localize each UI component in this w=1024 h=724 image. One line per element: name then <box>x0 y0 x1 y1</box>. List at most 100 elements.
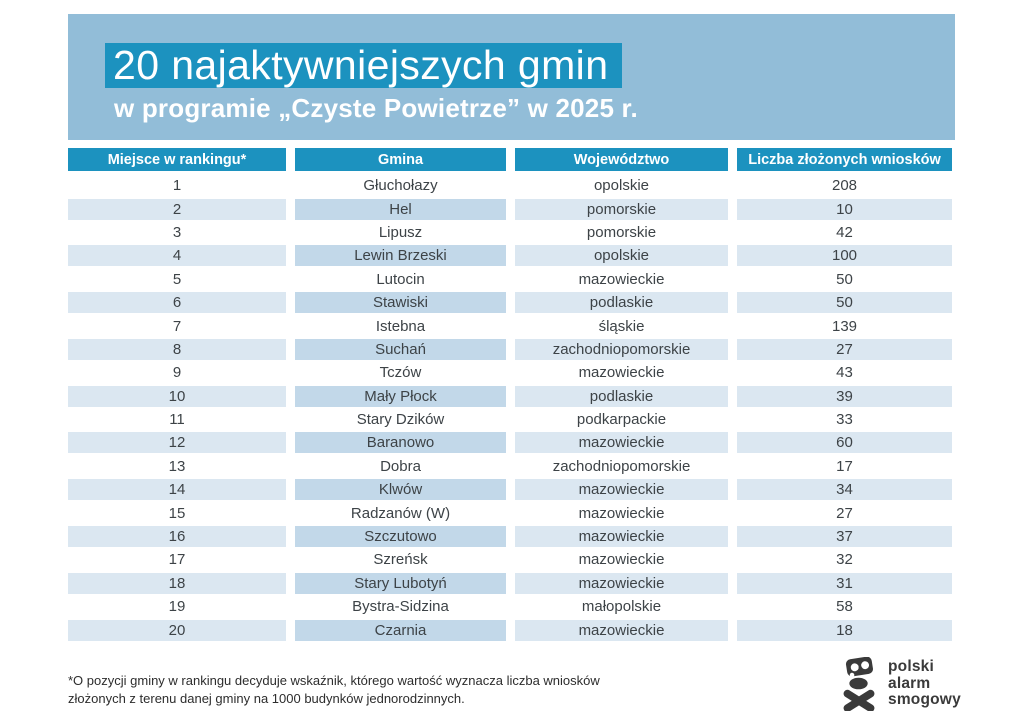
cell-wojewodztwo: podlaskie <box>515 385 728 407</box>
table-row: 5 Lutocin mazowieckie 50 <box>68 268 952 291</box>
table-row: 16 Szczutowo mazowieckie 37 <box>68 525 952 548</box>
cell-wojewodztwo: opolskie <box>515 245 728 267</box>
cell-wnioski: 37 <box>737 526 952 548</box>
cell-gmina: Głuchołazy <box>363 177 438 195</box>
cell-wojewodztwo: pomorskie <box>515 198 728 220</box>
cell-wojewodztwo: mazowieckie <box>578 364 665 382</box>
cell-gmina: Baranowo <box>295 432 506 454</box>
cell-wojewodztwo: mazowieckie <box>578 504 665 522</box>
page-title: 20 najaktywniejszych gmin <box>105 43 623 88</box>
cell-wnioski: 60 <box>737 432 952 454</box>
table-row: 3 Lipusz pomorskie 42 <box>68 221 952 244</box>
cell-wnioski: 42 <box>836 223 853 241</box>
cell-wojewodztwo: mazowieckie <box>578 270 665 288</box>
column-header-wnioski: Liczba złożonych wniosków <box>737 148 952 171</box>
cell-wnioski: 27 <box>737 338 952 360</box>
cell-gmina: Stary Lubotyń <box>295 572 506 594</box>
cell-wnioski: 17 <box>836 457 853 475</box>
header-band: 20 najaktywniejszych gmin w programie „C… <box>68 14 955 140</box>
cell-gmina: Tczów <box>379 364 422 382</box>
cell-gmina: Stawiski <box>295 292 506 314</box>
footnote: *O pozycji gminy w rankingu decyduje wsk… <box>68 673 600 706</box>
logo-line: polski <box>888 658 934 675</box>
cell-wojewodztwo: podlaskie <box>515 292 728 314</box>
cell-gmina: Mały Płock <box>295 385 506 407</box>
cell-gmina: Istebna <box>375 317 426 335</box>
cell-rank: 1 <box>172 177 182 195</box>
cell-gmina: Dobra <box>380 457 421 475</box>
cell-wojewodztwo: małopolskie <box>581 598 662 616</box>
table-row: 6 Stawiski podlaskie 50 <box>68 291 952 314</box>
cell-wojewodztwo: mazowieckie <box>515 432 728 454</box>
cell-rank: 5 <box>172 270 182 288</box>
table-header-row: Miejsce w rankingu* Gmina Województwo Li… <box>68 148 952 171</box>
table-row: 9 Tczów mazowieckie 43 <box>68 361 952 384</box>
cell-rank: 4 <box>68 245 286 267</box>
cell-wnioski: 33 <box>836 411 853 429</box>
logo-polski-alarm-smogowy: polski alarm smogowy <box>841 657 961 711</box>
column-header-gmina: Gmina <box>295 148 506 171</box>
cell-wnioski: 43 <box>836 364 853 382</box>
logo-line: alarm <box>888 674 931 692</box>
cell-wojewodztwo: mazowieckie <box>578 551 665 569</box>
table-row: 11 Stary Dzików podkarpackie 33 <box>68 408 952 431</box>
cell-wojewodztwo: zachodniopomorskie <box>515 338 728 360</box>
cell-rank: 9 <box>172 364 182 382</box>
cell-wojewodztwo: śląskie <box>598 317 645 335</box>
logo-wordmark: polski alarm smogowy <box>888 657 961 709</box>
cell-wojewodztwo: mazowieckie <box>515 526 728 548</box>
cell-wnioski: 208 <box>831 177 858 195</box>
cell-rank: 14 <box>68 479 286 501</box>
page-subtitle: w programie „Czyste Powietrze” w 2025 r. <box>114 93 638 123</box>
cell-gmina: Bystra-Sidzina <box>352 598 449 616</box>
cell-wnioski: 31 <box>737 572 952 594</box>
table-row: 14 Klwów mazowieckie 34 <box>68 478 952 501</box>
cell-rank: 17 <box>168 551 186 569</box>
cell-rank: 16 <box>68 526 286 548</box>
cell-wnioski: 10 <box>737 198 952 220</box>
cell-wojewodztwo: zachodniopomorskie <box>552 457 691 475</box>
cell-rank: 6 <box>68 292 286 314</box>
logo-line: smogowy <box>888 691 961 708</box>
table-row: 17 Szreńsk mazowieckie 32 <box>68 548 952 571</box>
cell-rank: 3 <box>172 223 182 241</box>
table-row: 15 Radzanów (W) mazowieckie 27 <box>68 501 952 524</box>
cell-rank: 15 <box>168 504 186 522</box>
cell-gmina: Klwów <box>295 479 506 501</box>
cell-rank: 10 <box>68 385 286 407</box>
cell-wojewodztwo: opolskie <box>593 177 650 195</box>
cell-wnioski: 32 <box>836 551 853 569</box>
column-header-rank: Miejsce w rankingu* <box>68 148 286 171</box>
cell-gmina: Lewin Brzeski <box>295 245 506 267</box>
cell-gmina: Radzanów (W) <box>350 504 451 522</box>
cell-wnioski: 139 <box>831 317 858 335</box>
table-row: 18 Stary Lubotyń mazowieckie 31 <box>68 572 952 595</box>
table-row: 13 Dobra zachodniopomorskie 17 <box>68 455 952 478</box>
table-row: 20 Czarnia mazowieckie 18 <box>68 618 952 641</box>
table-row: 19 Bystra-Sidzina małopolskie 58 <box>68 595 952 618</box>
cell-wnioski: 100 <box>737 245 952 267</box>
cell-wnioski: 50 <box>836 270 853 288</box>
cell-rank: 7 <box>172 317 182 335</box>
cell-rank: 12 <box>68 432 286 454</box>
cell-wojewodztwo: mazowieckie <box>515 572 728 594</box>
table-row: 7 Istebna śląskie 139 <box>68 314 952 337</box>
table-row: 10 Mały Płock podlaskie 39 <box>68 385 952 408</box>
cell-wnioski: 34 <box>737 479 952 501</box>
cell-rank: 11 <box>169 411 185 429</box>
cell-wnioski: 58 <box>836 598 853 616</box>
cell-wojewodztwo: mazowieckie <box>515 479 728 501</box>
cell-rank: 18 <box>68 572 286 594</box>
table-row: 1 Głuchołazy opolskie 208 <box>68 174 952 197</box>
cell-gmina: Suchań <box>295 338 506 360</box>
ranking-table: Miejsce w rankingu* Gmina Województwo Li… <box>68 148 952 642</box>
cell-gmina: Lutocin <box>376 270 425 288</box>
table-row: 12 Baranowo mazowieckie 60 <box>68 431 952 454</box>
cell-wnioski: 50 <box>737 292 952 314</box>
column-header-wojewodztwo: Województwo <box>515 148 728 171</box>
cell-wojewodztwo: pomorskie <box>586 223 657 241</box>
cell-rank: 8 <box>68 338 286 360</box>
cell-gmina: Szreńsk <box>373 551 428 569</box>
cell-gmina: Czarnia <box>295 619 506 641</box>
cell-gmina: Hel <box>295 198 506 220</box>
